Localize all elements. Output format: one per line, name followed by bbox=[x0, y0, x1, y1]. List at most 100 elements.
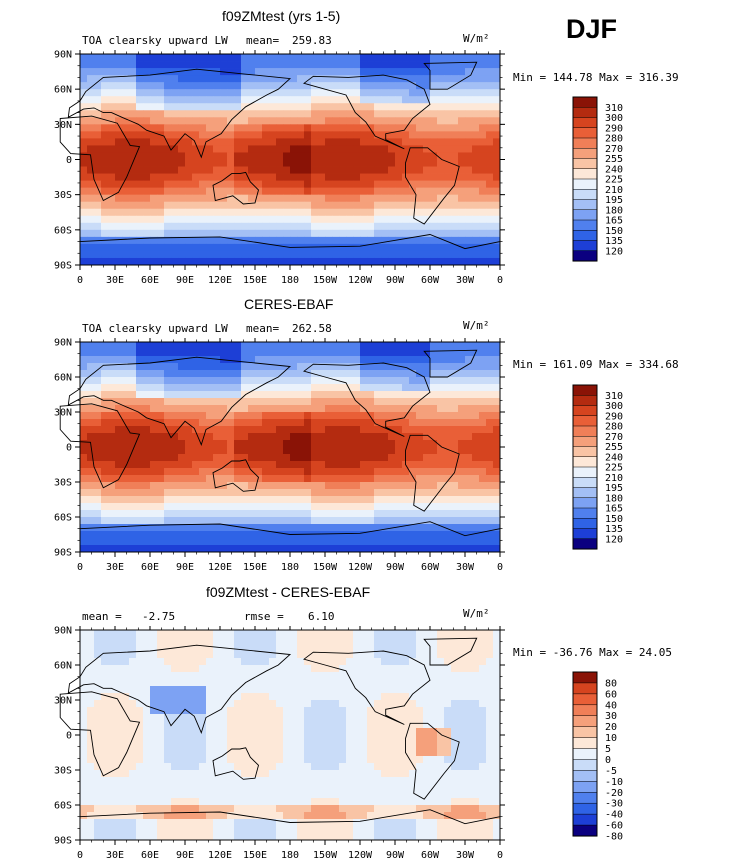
field-cell bbox=[164, 391, 172, 399]
field-cell bbox=[283, 159, 291, 167]
field-cell bbox=[87, 384, 95, 392]
field-cell bbox=[108, 489, 116, 497]
field-cell bbox=[332, 658, 340, 666]
field-cell bbox=[367, 686, 375, 694]
field-cell bbox=[472, 145, 480, 153]
field-cell bbox=[360, 461, 368, 469]
field-cell bbox=[290, 482, 298, 490]
field-cell bbox=[416, 103, 424, 111]
field-cell bbox=[479, 131, 487, 139]
field-cell bbox=[437, 721, 445, 729]
field-cell bbox=[157, 454, 165, 462]
field-cell bbox=[493, 489, 501, 497]
field-cell bbox=[143, 517, 151, 525]
field-cell bbox=[227, 215, 235, 224]
field-cell bbox=[409, 75, 417, 83]
field-cell bbox=[185, 391, 193, 399]
field-cell bbox=[451, 349, 459, 357]
field-cell bbox=[101, 201, 109, 210]
field-cell bbox=[465, 215, 473, 224]
field-cell bbox=[451, 517, 459, 525]
field-cell bbox=[255, 159, 263, 167]
field-cell bbox=[451, 342, 459, 350]
field-cell bbox=[437, 468, 445, 476]
field-cell bbox=[318, 714, 326, 722]
colorbar-box bbox=[572, 148, 598, 160]
field-cell bbox=[374, 54, 382, 62]
field-cell bbox=[304, 433, 312, 441]
field-cell bbox=[304, 229, 312, 238]
field-cell bbox=[374, 61, 382, 69]
field-cell bbox=[213, 714, 221, 722]
field-cell bbox=[437, 496, 445, 504]
field-cell bbox=[94, 173, 102, 181]
field-cell bbox=[465, 61, 473, 69]
field-cell bbox=[248, 461, 256, 469]
field-cell bbox=[416, 75, 424, 83]
field-cell bbox=[171, 630, 179, 638]
field-cell bbox=[206, 630, 214, 638]
field-cell bbox=[395, 693, 403, 701]
field-cell bbox=[220, 110, 228, 118]
field-cell bbox=[164, 236, 172, 245]
field-cell bbox=[108, 103, 116, 111]
field-cell bbox=[248, 700, 256, 708]
field-cell bbox=[311, 700, 319, 708]
field-cell bbox=[255, 54, 263, 62]
field-cell bbox=[185, 679, 193, 687]
field-cell bbox=[451, 82, 459, 90]
field-cell bbox=[227, 363, 235, 371]
field-cell bbox=[486, 68, 494, 76]
field-cell bbox=[157, 89, 165, 97]
field-cell bbox=[220, 531, 228, 539]
field-cell bbox=[255, 482, 263, 490]
field-cell bbox=[297, 194, 305, 203]
field-cell bbox=[479, 54, 487, 62]
field-cell bbox=[206, 517, 214, 525]
field-cell bbox=[164, 349, 172, 357]
field-cell bbox=[220, 384, 228, 392]
field-cell bbox=[164, 735, 172, 743]
field-cell bbox=[395, 110, 403, 118]
field-cell bbox=[178, 679, 186, 687]
field-cell bbox=[108, 517, 116, 525]
field-cell bbox=[178, 644, 186, 652]
field-cell bbox=[234, 82, 242, 90]
field-cell bbox=[129, 475, 137, 483]
field-cell bbox=[388, 679, 396, 687]
field-cell bbox=[129, 686, 137, 694]
field-cell bbox=[262, 412, 270, 420]
field-cell bbox=[164, 138, 172, 146]
field-cell bbox=[339, 651, 347, 659]
field-cell bbox=[367, 679, 375, 687]
field-cell bbox=[388, 693, 396, 701]
field-cell bbox=[115, 201, 123, 210]
field-cell bbox=[87, 461, 95, 469]
field-cell bbox=[409, 173, 417, 181]
field-cell bbox=[108, 412, 116, 420]
field-cell bbox=[346, 433, 354, 441]
field-cell bbox=[206, 131, 214, 139]
field-cell bbox=[430, 461, 438, 469]
field-cell bbox=[493, 503, 501, 511]
colorbar-label: 255 bbox=[605, 442, 623, 453]
field-cell bbox=[346, 187, 354, 196]
field-cell bbox=[241, 229, 249, 238]
field-cell bbox=[395, 215, 403, 224]
field-cell bbox=[87, 721, 95, 729]
field-cell bbox=[339, 433, 347, 441]
field-cell bbox=[192, 524, 200, 532]
field-cell bbox=[241, 482, 249, 490]
field-cell bbox=[437, 419, 445, 427]
field-cell bbox=[381, 686, 389, 694]
field-cell bbox=[227, 89, 235, 97]
field-cell bbox=[493, 644, 501, 652]
field-cell bbox=[430, 538, 438, 546]
field-cell bbox=[283, 405, 291, 413]
field-cell bbox=[80, 524, 88, 532]
field-cell bbox=[206, 166, 214, 174]
field-cell bbox=[339, 398, 347, 406]
field-cell bbox=[283, 517, 291, 525]
field-cell bbox=[346, 159, 354, 167]
field-cell bbox=[409, 61, 417, 69]
